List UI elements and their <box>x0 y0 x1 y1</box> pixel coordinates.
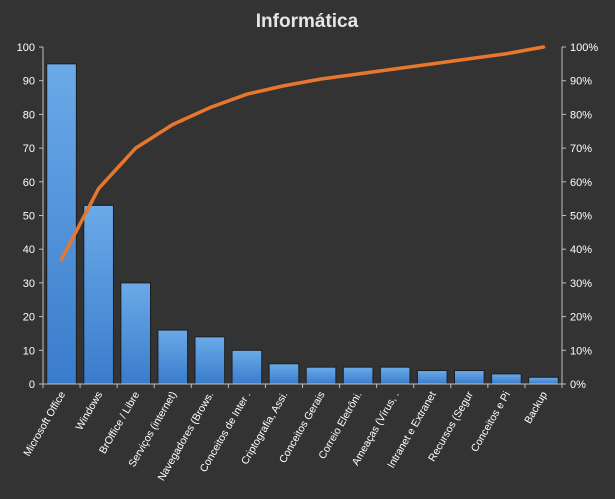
bar <box>416 370 448 385</box>
y-tick-label: 20 <box>23 312 35 324</box>
x-tick-label: Windows <box>74 390 106 433</box>
bar <box>268 363 300 385</box>
y-tick-label: 60 <box>23 177 35 189</box>
y-axis-right: 0% 10% 20% 30% 40% 50% 60% 70% 80% 90% 100% <box>562 42 598 391</box>
bar <box>528 376 559 385</box>
y2-tick-label: 60% <box>570 177 592 189</box>
bar <box>83 204 114 385</box>
x-tick-label: Conceitos e Pi <box>469 389 513 454</box>
y-tick-label: 80 <box>23 109 35 121</box>
bar <box>379 366 411 385</box>
bar <box>231 349 263 385</box>
y2-tick-label: 10% <box>570 345 592 357</box>
y-tick-label: 40 <box>23 244 35 256</box>
y-tick-label: 70 <box>23 143 35 155</box>
y2-tick-label: 0% <box>570 379 586 391</box>
y-tick-label: 30 <box>23 278 35 290</box>
y2-tick-label: 50% <box>570 211 592 223</box>
y-tick-label: 90 <box>23 76 35 88</box>
bar <box>46 63 77 385</box>
bar <box>342 366 374 385</box>
y2-tick-label: 90% <box>570 76 592 88</box>
x-tick-label: Microsoft Office <box>21 389 68 458</box>
bar <box>305 366 337 385</box>
y2-tick-label: 40% <box>570 244 592 256</box>
y-axis-left: 0 10 20 30 40 50 60 70 80 90 100 <box>17 42 43 391</box>
cumulative-line-series <box>59 45 546 262</box>
y2-tick-label: 30% <box>570 278 592 290</box>
y2-tick-label: 100% <box>570 42 598 54</box>
bar-series <box>46 63 559 385</box>
axes <box>42 47 563 388</box>
bar <box>120 282 152 385</box>
y2-tick-label: 70% <box>570 143 592 155</box>
y-tick-label: 0 <box>29 379 35 391</box>
bar <box>157 329 189 385</box>
bar <box>453 370 485 385</box>
x-tick-label: Backup <box>522 389 550 425</box>
bar <box>491 373 522 385</box>
cumulative-line <box>59 45 546 262</box>
y-tick-label: 10 <box>23 345 35 357</box>
bar <box>194 336 226 385</box>
y-tick-label: 50 <box>23 211 35 223</box>
y-tick-label: 100 <box>17 42 35 54</box>
chart-title: Informática <box>256 11 359 32</box>
y2-tick-label: 80% <box>570 109 592 121</box>
y2-tick-label: 20% <box>570 312 592 324</box>
